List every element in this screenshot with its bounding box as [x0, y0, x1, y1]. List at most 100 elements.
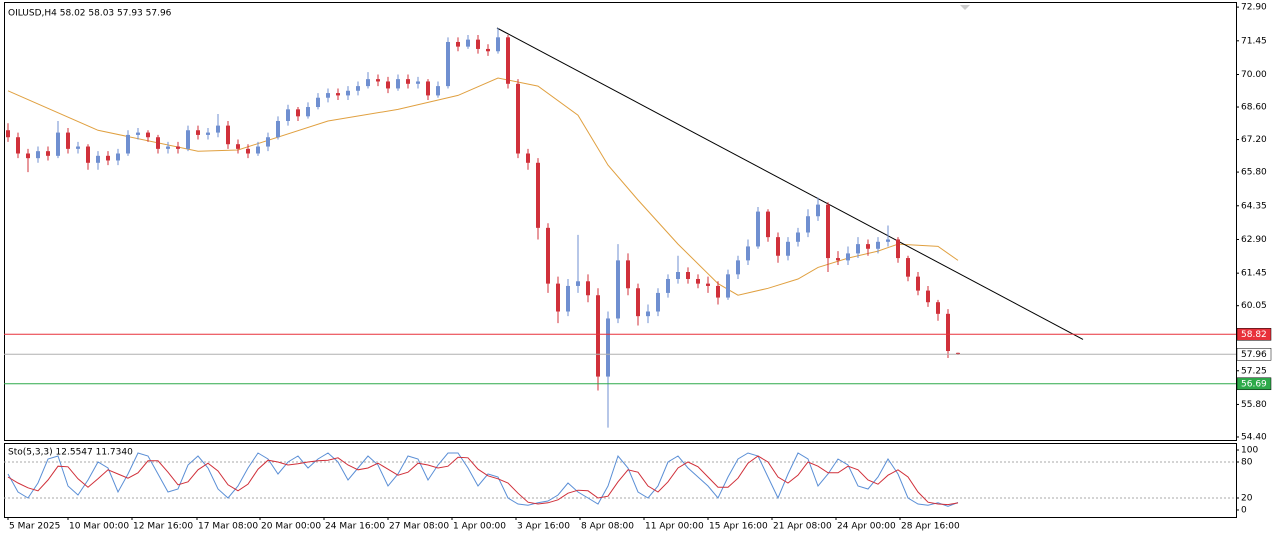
- candle-body: [126, 134, 130, 154]
- candle-body: [916, 276, 920, 291]
- x-tick-label: 20 Mar 00:00: [261, 522, 321, 532]
- candle-body: [626, 260, 630, 289]
- y-tick-label: 57.25: [1241, 366, 1267, 376]
- price-level-label: 56.69: [1241, 379, 1267, 389]
- x-tick-label: 24 Apr 00:00: [837, 522, 896, 532]
- candle-body: [956, 352, 960, 355]
- y-tick-label: 60.05: [1241, 301, 1267, 311]
- candle-body: [146, 132, 150, 138]
- x-tick-label: 1 Apr 00:00: [453, 522, 506, 532]
- candle-body: [796, 232, 800, 242]
- candle-body: [476, 39, 480, 49]
- series-line: [7, 455, 959, 506]
- candle-body: [66, 132, 70, 149]
- x-tick-label: 21 Apr 08:00: [773, 522, 832, 532]
- candle-body: [16, 137, 20, 154]
- candle-body: [106, 155, 110, 161]
- candle-body: [436, 86, 440, 96]
- candle-body: [136, 132, 140, 135]
- candle-body: [496, 37, 500, 52]
- candle-body: [206, 132, 210, 135]
- candle-body: [76, 146, 80, 149]
- candle-body: [666, 278, 670, 293]
- candle-body: [466, 39, 470, 47]
- candle-body: [606, 318, 610, 377]
- candle-body: [706, 283, 710, 286]
- candle-body: [756, 211, 760, 247]
- indicator-title: Sto(5,3,3) 12.5547 11.7340: [8, 448, 133, 458]
- y-tick-label: 64.35: [1241, 201, 1267, 211]
- price-level-box: [1236, 377, 1272, 391]
- candle-body: [6, 130, 10, 138]
- x-tick-label: 8 Apr 08:00: [581, 522, 634, 532]
- candle-body: [316, 97, 320, 108]
- x-tick-label: 17 Mar 08:00: [198, 522, 258, 532]
- candle-body: [696, 278, 700, 284]
- candle-body: [516, 83, 520, 154]
- y-tick-label: 100: [1241, 446, 1258, 456]
- main-panel: [4, 2, 1237, 441]
- candle-body: [836, 258, 840, 261]
- candle-body: [586, 281, 590, 296]
- candle-body: [36, 151, 40, 159]
- candle-body: [636, 288, 640, 317]
- candle-body: [726, 274, 730, 298]
- price-level-box: [1236, 348, 1272, 361]
- candle-body: [686, 272, 690, 279]
- candle-body: [456, 41, 460, 47]
- candle-body: [556, 283, 560, 312]
- y-tick-label: 55.80: [1241, 400, 1267, 410]
- candle-body: [446, 41, 450, 87]
- candle-body: [306, 107, 310, 117]
- candle-body: [176, 146, 180, 149]
- candle-body: [656, 292, 660, 312]
- y-tick-label: 80: [1241, 458, 1253, 468]
- x-tick-label: 24 Mar 16:00: [325, 522, 385, 532]
- y-tick-label: 20: [1241, 493, 1253, 503]
- candle-body: [526, 153, 530, 163]
- candle-body: [676, 272, 680, 279]
- shift-marker: [960, 5, 970, 10]
- x-tick-label: 28 Apr 16:00: [901, 522, 960, 532]
- candle-body: [926, 290, 930, 303]
- y-tick-label: 65.80: [1241, 168, 1267, 178]
- candle-body: [896, 239, 900, 259]
- candle-body: [366, 79, 370, 87]
- candle-body: [786, 241, 790, 256]
- price-level-label: 57.96: [1241, 350, 1267, 360]
- candle-body: [346, 90, 350, 96]
- candle-body: [416, 81, 420, 84]
- x-tick-label: 11 Apr 00:00: [645, 522, 704, 532]
- candle-body: [86, 146, 90, 163]
- candle-body: [216, 125, 220, 133]
- candle-body: [716, 285, 720, 298]
- candle-body: [826, 204, 830, 259]
- y-tick-label: 61.45: [1241, 269, 1267, 279]
- candle-body: [326, 93, 330, 98]
- candle-body: [226, 125, 230, 145]
- y-tick-label: 62.90: [1241, 235, 1267, 245]
- candle-body: [396, 79, 400, 89]
- candle-body: [856, 244, 860, 254]
- candle-body: [736, 260, 740, 275]
- candle-body: [56, 132, 60, 156]
- candle-body: [596, 295, 600, 377]
- candle-body: [646, 311, 650, 317]
- candle-body: [536, 162, 540, 228]
- y-tick-label: 70.00: [1241, 70, 1267, 80]
- y-tick-label: 0: [1241, 505, 1247, 515]
- candle-body: [236, 144, 240, 149]
- candle-body: [96, 155, 100, 163]
- candle-body: [886, 239, 890, 242]
- candle-body: [936, 302, 940, 314]
- candle-body: [906, 258, 910, 277]
- x-tick-label: 3 Apr 16:00: [517, 522, 570, 532]
- y-tick-label: 72.90: [1241, 3, 1267, 13]
- candle-body: [196, 130, 200, 135]
- series-line: [496, 27, 1084, 340]
- candle-body: [946, 313, 950, 352]
- candle-body: [776, 237, 780, 256]
- y-tick-label: 54.40: [1241, 432, 1267, 442]
